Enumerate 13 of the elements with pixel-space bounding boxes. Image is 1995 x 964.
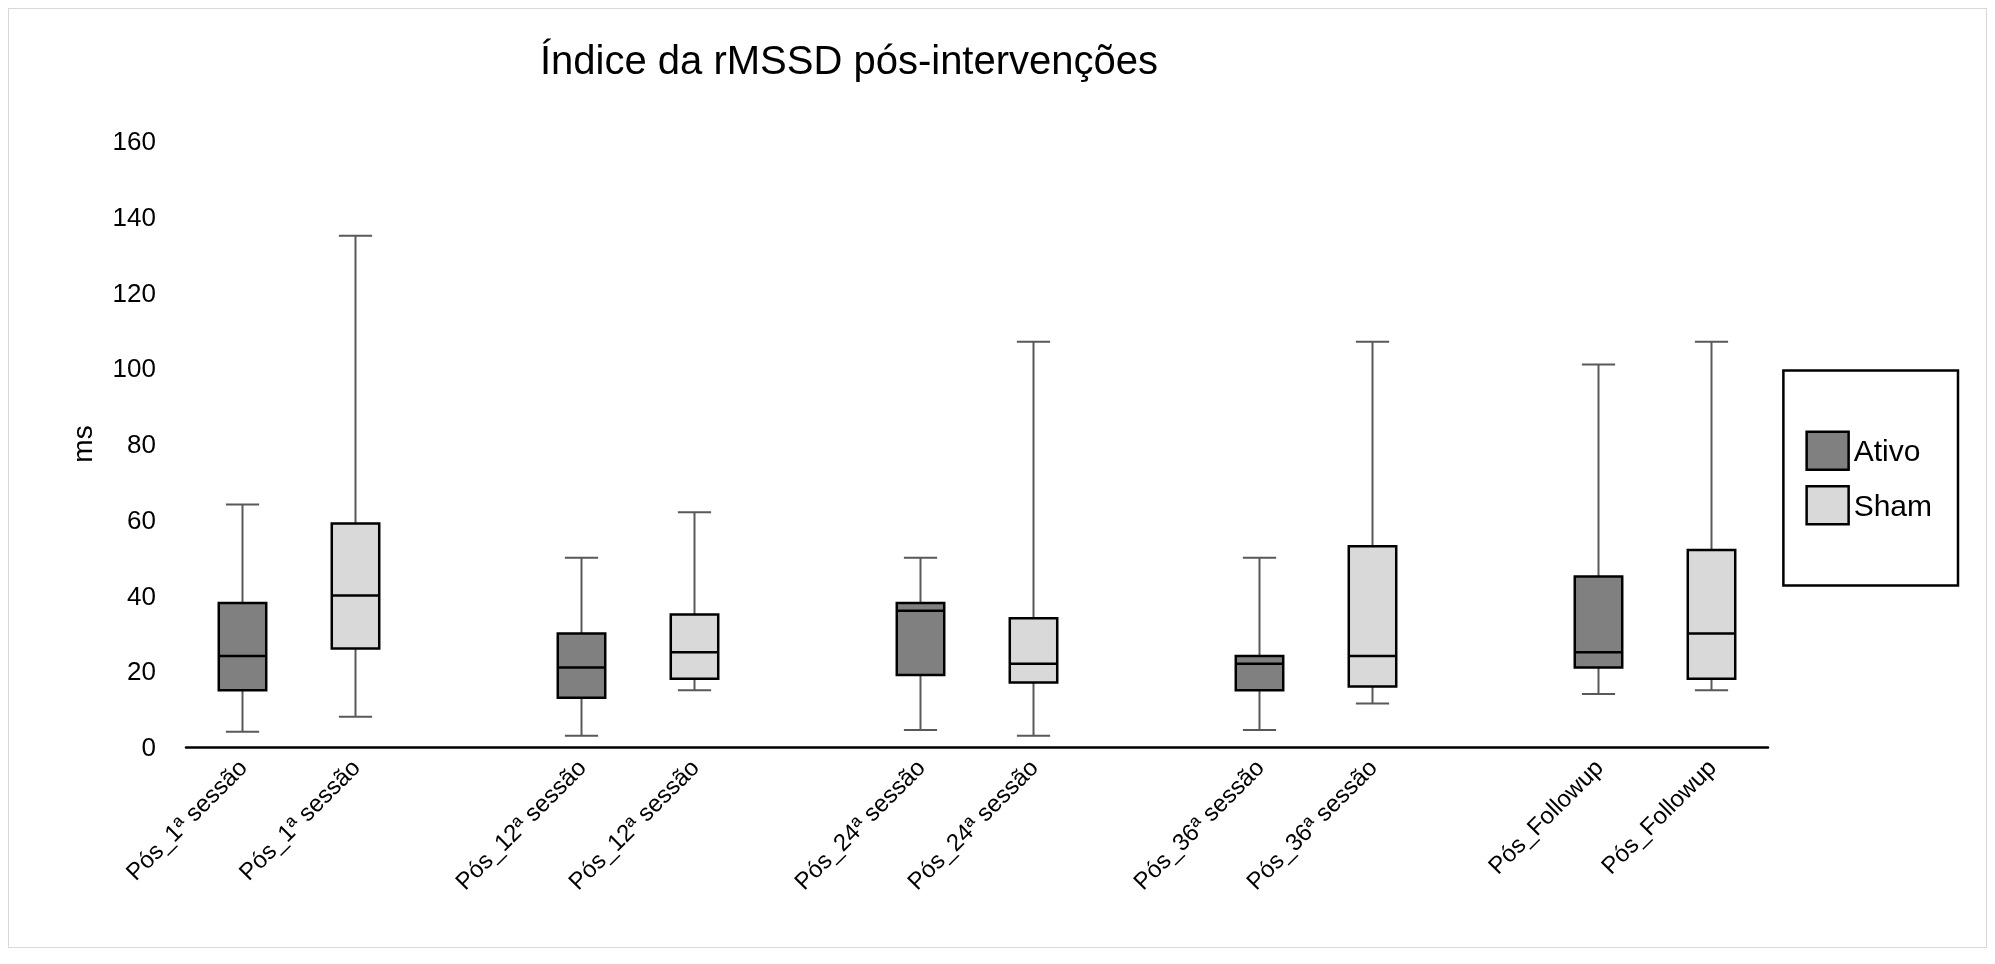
y-tick-label: 60 bbox=[127, 504, 156, 535]
y-tick-label: 40 bbox=[127, 580, 156, 611]
y-tick-label: 0 bbox=[141, 732, 156, 762]
chart-title: Índice da rMSSD pós-intervenções bbox=[539, 38, 1159, 82]
y-tick-label: 140 bbox=[112, 201, 156, 232]
y-tick-label: 160 bbox=[112, 126, 156, 156]
y-axis-title: ms bbox=[66, 425, 98, 463]
y-tick-label: 100 bbox=[112, 353, 156, 384]
y-tick-label: 120 bbox=[112, 277, 156, 308]
y-tick-label: 20 bbox=[127, 656, 156, 687]
y-tick-label: 80 bbox=[127, 429, 156, 459]
legend-label: Ativo bbox=[1853, 434, 1921, 468]
legend-label: Sham bbox=[1853, 488, 1933, 522]
